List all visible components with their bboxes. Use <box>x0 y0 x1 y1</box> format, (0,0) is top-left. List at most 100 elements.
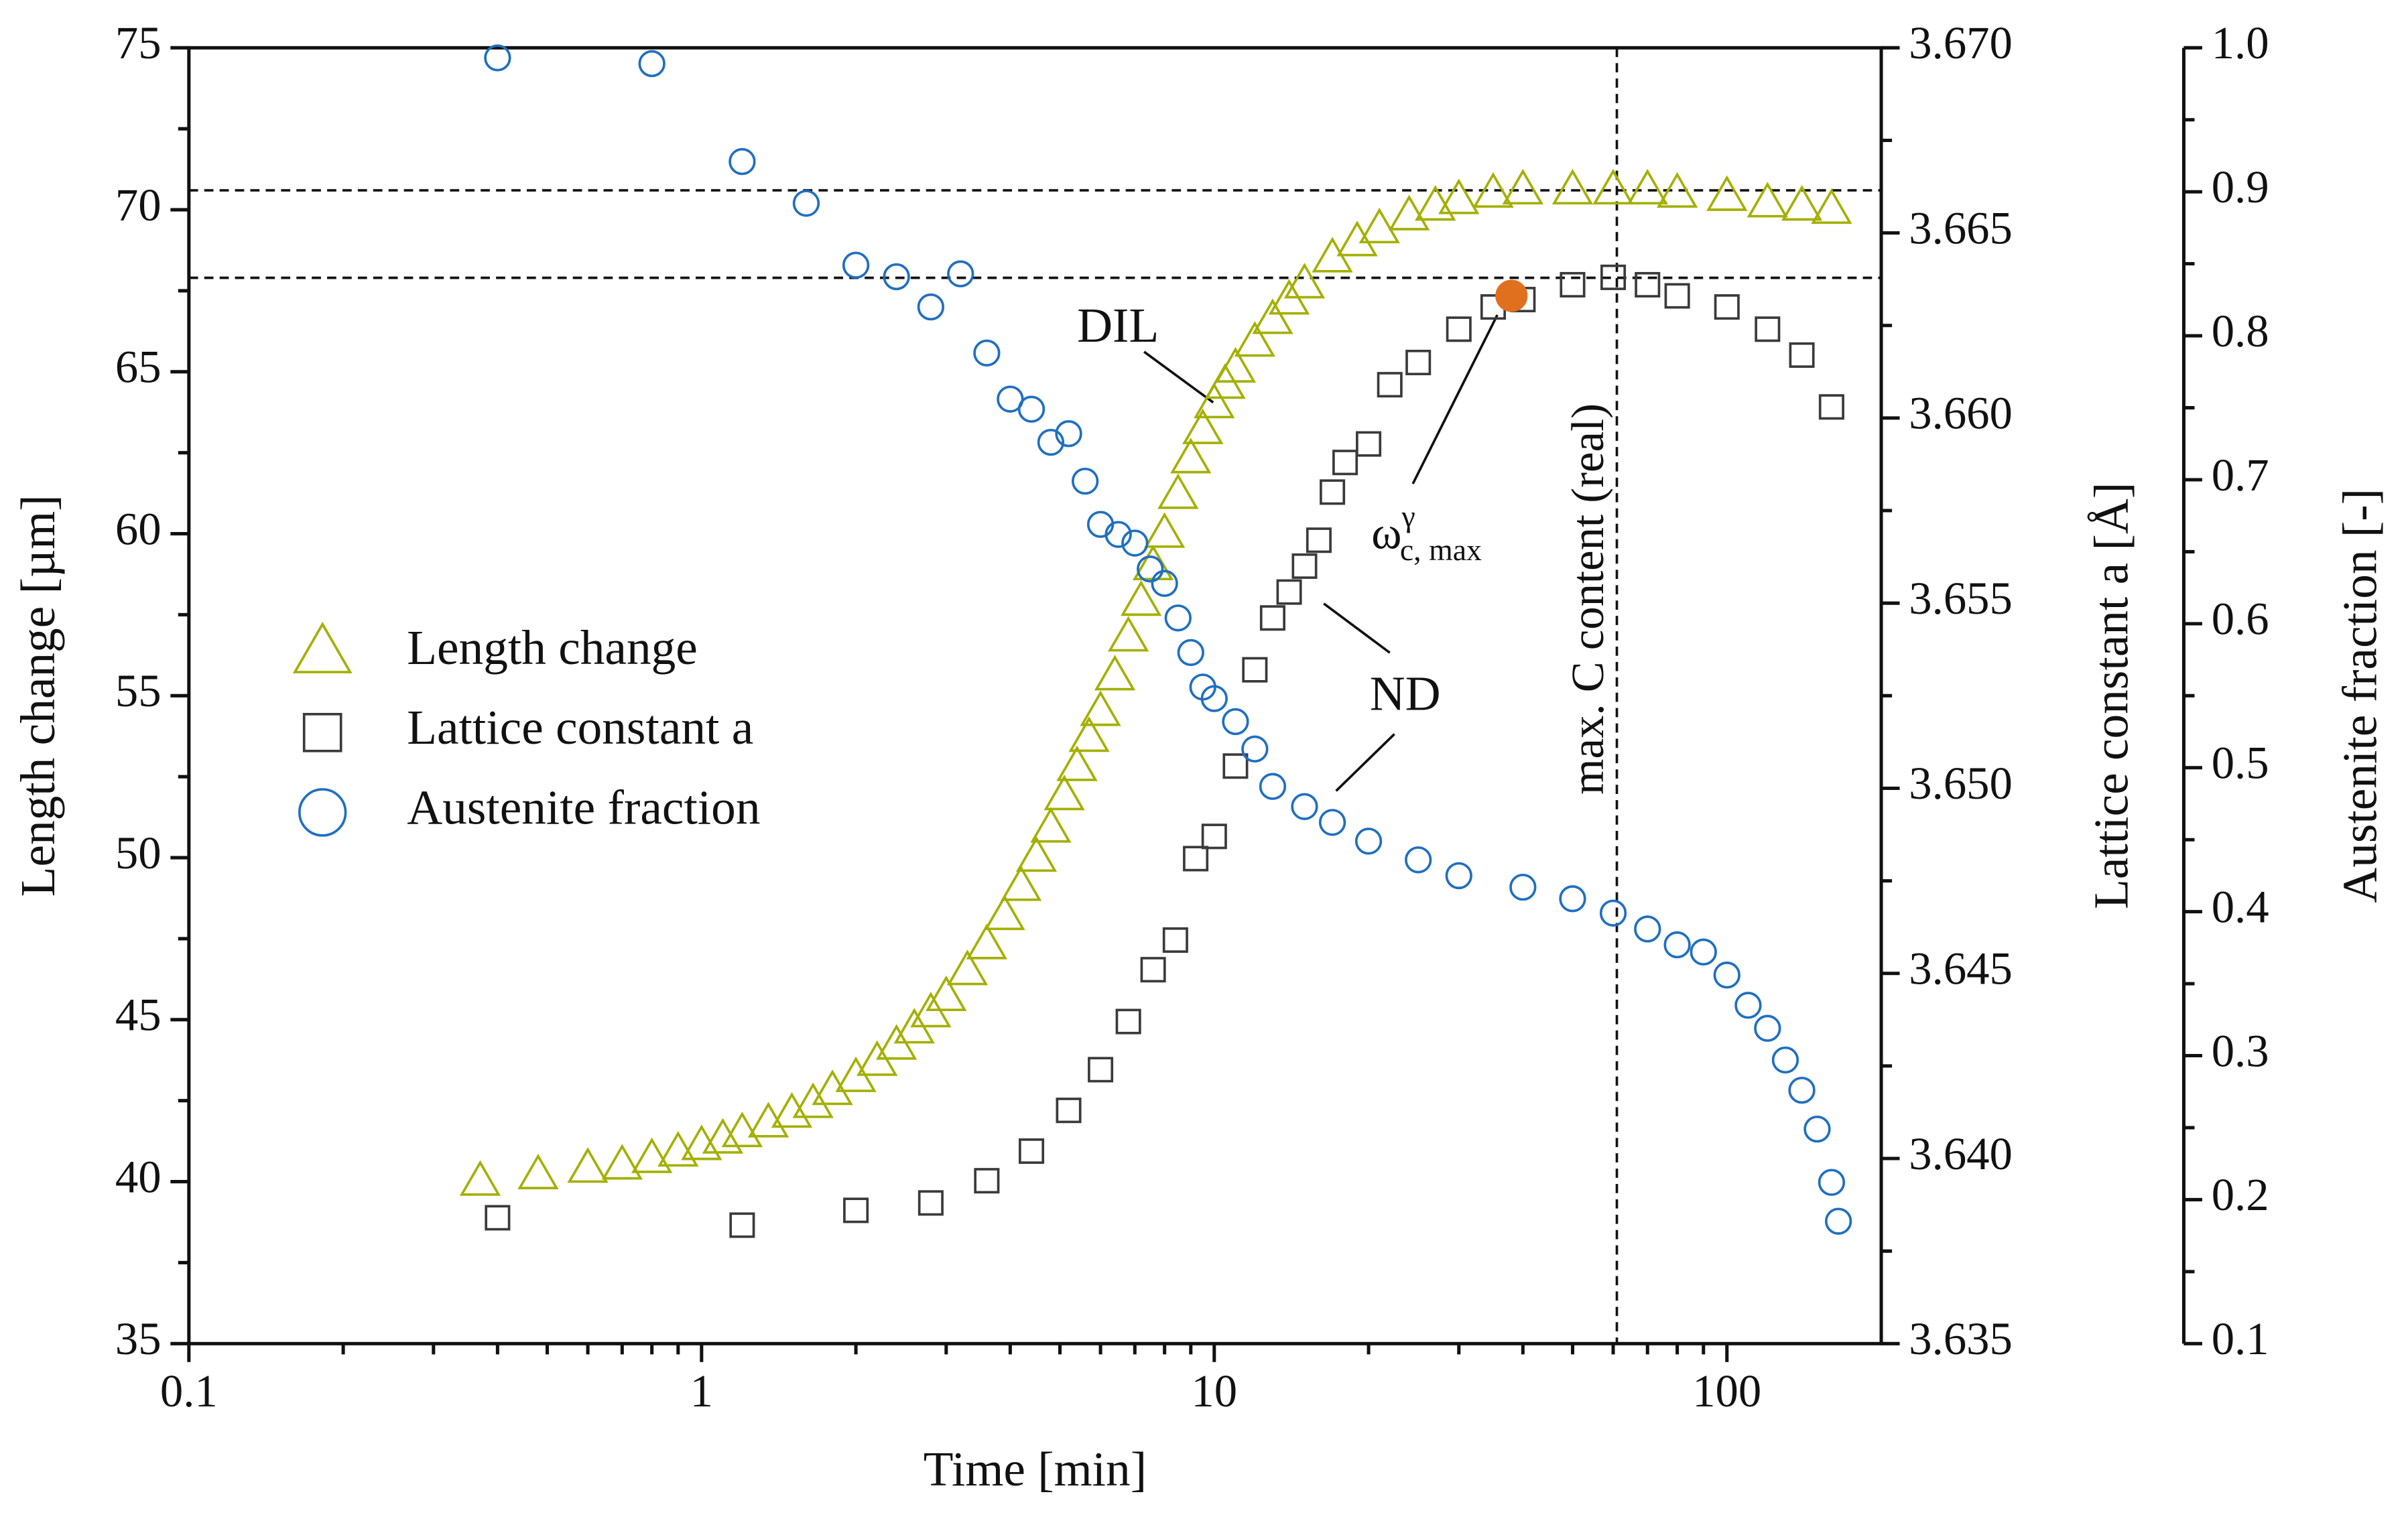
triangle-marker <box>946 949 989 986</box>
y-axis-title: Length change [µm] <box>11 494 65 897</box>
y3ticks-tick-label: 0.9 <box>2212 161 2269 212</box>
triangle-marker <box>1283 263 1326 299</box>
circle-marker <box>1200 685 1228 712</box>
x-tick-label: 10 <box>1191 1366 1237 1416</box>
y3ticks-tick-label: 0.7 <box>2212 450 2269 501</box>
triangle-marker <box>1336 220 1378 257</box>
triangle-marker <box>601 1144 643 1180</box>
triangle-marker <box>1234 321 1276 357</box>
triangle-marker <box>1656 172 1698 208</box>
leader-line <box>1411 314 1499 484</box>
triangle-marker <box>1502 168 1544 205</box>
square-marker <box>1019 1138 1045 1164</box>
triangle-marker <box>1811 188 1852 224</box>
y3ticks-tick-label: 1.0 <box>2212 17 2269 68</box>
square-marker <box>1276 579 1302 605</box>
square-marker <box>974 1168 1000 1194</box>
triangle-marker <box>1388 194 1430 230</box>
y3ticks-tick-label: 0.6 <box>2212 594 2269 645</box>
square-marker <box>1242 657 1268 683</box>
square-marker <box>1446 316 1472 342</box>
triangle-marker <box>567 1147 609 1183</box>
triangle-marker <box>966 923 1008 959</box>
triangle-marker <box>1107 616 1149 652</box>
x-tick-label: 100 <box>1692 1366 1761 1416</box>
square-marker <box>1714 294 1740 320</box>
leader-line <box>1335 733 1395 792</box>
triangle-marker <box>812 1069 853 1106</box>
triangle-marker <box>1438 178 1480 214</box>
triangle-marker <box>1015 836 1058 872</box>
triangle-marker <box>1094 655 1136 691</box>
circle-marker <box>1634 915 1661 943</box>
circle-marker <box>484 44 511 72</box>
circle-marker <box>1754 1014 1781 1042</box>
square-marker <box>1664 283 1690 309</box>
y3ticks-tick-label: 0.4 <box>2212 881 2269 932</box>
square-marker <box>1635 271 1661 297</box>
triangle-marker <box>1170 438 1212 474</box>
square-marker <box>1259 605 1285 631</box>
annotation-omega: ωγ c, max <box>1371 499 1482 566</box>
circle-marker <box>1818 1169 1846 1196</box>
circle-marker <box>973 339 1001 367</box>
y2ticks-tick-label: 3.655 <box>1909 573 2013 624</box>
circle-marker <box>1824 1207 1852 1235</box>
circle-marker <box>1713 962 1740 989</box>
square-marker <box>1291 553 1318 579</box>
circle-marker <box>1559 885 1586 913</box>
triangle-marker <box>721 1111 763 1148</box>
omega-base: ω <box>1371 507 1401 558</box>
triangle-marker <box>1472 172 1514 208</box>
y3ticks-tick-label: 0.3 <box>2212 1025 2269 1076</box>
circle-marker <box>1788 1076 1816 1104</box>
square-marker <box>1306 527 1332 553</box>
triangle-marker <box>1415 185 1456 221</box>
triangle-marker <box>984 894 1025 931</box>
circle-marker <box>1104 521 1132 548</box>
triangle-marker <box>1214 346 1257 383</box>
triangle-marker <box>1551 168 1594 205</box>
leader-line <box>1323 602 1391 654</box>
triangle-marker <box>1120 580 1162 616</box>
circle-marker <box>1663 931 1691 959</box>
triangle-marker <box>1781 185 1823 221</box>
y2ticks-tick-label: 3.670 <box>1909 17 2013 68</box>
y2ticks-tick-label: 3.635 <box>1909 1313 2013 1364</box>
triangle-marker <box>1000 865 1042 901</box>
circle-marker <box>947 260 974 287</box>
circle-marker <box>917 293 945 321</box>
yticks-tick-label: 70 <box>115 180 162 230</box>
circle-marker <box>1599 899 1627 927</box>
circle-marker <box>1318 809 1346 836</box>
triangle-marker <box>1252 298 1293 334</box>
square-marker <box>1183 846 1209 872</box>
vline-label: max. C content (real) <box>1562 403 1613 795</box>
circle-marker <box>1086 511 1115 538</box>
plot-frame <box>187 46 1883 1345</box>
triangle-marker <box>1627 168 1668 205</box>
circle-marker <box>1803 1115 1831 1143</box>
legend-label: Austenite fraction <box>407 780 760 834</box>
circle-marker <box>1164 604 1192 632</box>
circle-marker <box>1037 428 1065 456</box>
yticks-tick-label: 55 <box>115 665 162 716</box>
triangle-marker <box>1080 690 1121 726</box>
triangle-marker <box>1358 208 1400 244</box>
y2ticks-tick-label: 3.640 <box>1909 1128 2013 1179</box>
square-marker <box>1115 1008 1141 1035</box>
square-marker <box>1332 450 1358 476</box>
circle-marker <box>1055 420 1082 448</box>
y3-axis-title: Austenite fraction [-] <box>2333 488 2387 903</box>
y2ticks-tick-label: 3.665 <box>1909 202 2013 253</box>
y3ticks-tick-label: 0.8 <box>2212 306 2269 356</box>
circle-marker <box>1121 529 1149 557</box>
square-marker <box>485 1205 511 1231</box>
circle-marker <box>1137 555 1164 583</box>
triangle-marker <box>1143 512 1186 548</box>
triangle-marker <box>1043 775 1085 811</box>
highlight-point <box>1495 279 1528 312</box>
yticks-tick-label: 60 <box>115 503 162 554</box>
